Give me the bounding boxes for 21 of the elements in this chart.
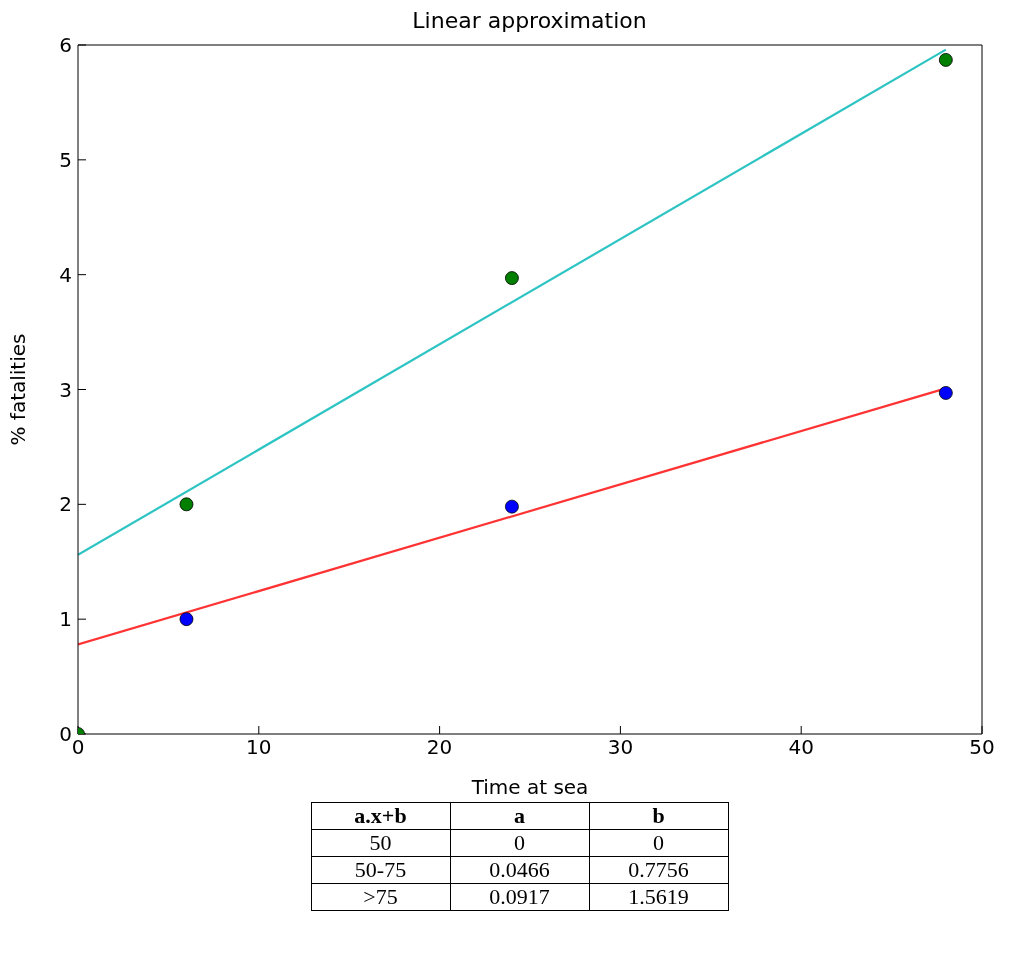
point [505,499,519,514]
y-tick-label: 6 [59,33,72,58]
x-tick-label: 20 [426,735,453,760]
y-tick-label: 3 [59,377,72,402]
x-axis-title: Time at sea [470,775,589,799]
x-tick-label: 50 [969,735,995,760]
x-tick-label: 40 [788,735,814,760]
y-tick-label: 5 [59,147,72,172]
y-tick-label: 4 [59,262,72,287]
coefficient-table: a.x+b a b 50 0 0 50-75 0.0466 0.7756 >75 0.0917 1.5619 [310,802,729,911]
y-axis-title: % fatalities [6,333,31,446]
y-tick-label: 1 [59,607,72,632]
point [938,53,953,67]
x-tick-label: 10 [246,735,272,760]
point [179,497,194,512]
point [179,612,194,627]
x-tick-label: 30 [607,735,634,760]
chart-title: Linear approximation [411,8,648,34]
y-tick-label: 2 [59,492,72,517]
point [505,271,519,286]
point [938,386,953,400]
